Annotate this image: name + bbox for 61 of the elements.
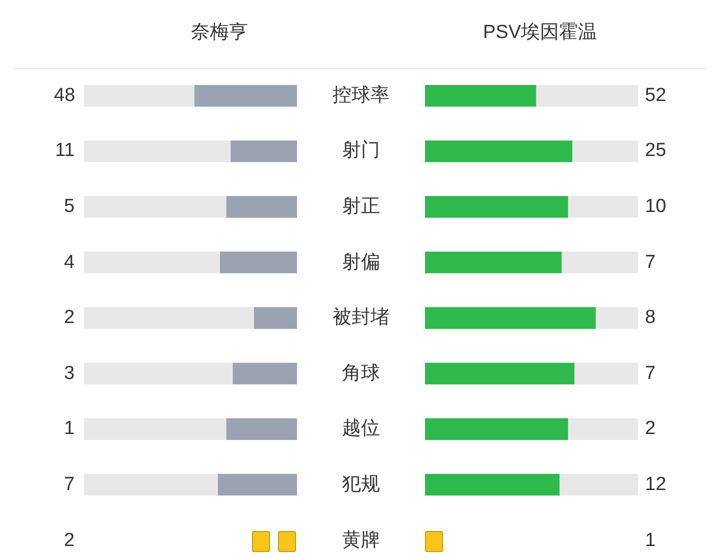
bar [567,418,638,440]
y-tick-label: 被封堵 [332,306,390,330]
bar [425,196,568,218]
bar [595,307,638,329]
text: 7 [64,473,75,497]
y-tick-label: 射偏 [342,250,380,275]
y-tick-label: 射门 [342,139,380,164]
bar [425,84,536,107]
bar [194,84,297,107]
y-tick-label: 控球率 [332,84,390,108]
bar [84,474,219,496]
text: 7 [645,362,656,386]
bar [84,362,234,384]
bar [230,140,297,162]
text: 3 [64,362,75,386]
text: 2 [645,417,656,442]
bar [425,307,596,329]
text: 1 [64,417,75,442]
text: 2 [64,306,75,330]
text: 8 [645,306,656,330]
bar [558,474,638,496]
bar [84,140,232,162]
text: 奈梅亨 [191,21,248,45]
text: 2 [64,528,75,553]
text: 7 [645,250,656,275]
text: 12 [645,473,666,497]
bar [254,307,297,329]
bar [425,140,572,162]
y-tick-label: 越位 [342,417,380,442]
bar [572,140,638,162]
bar [84,252,221,274]
bar [220,252,297,274]
bar [535,84,638,107]
y-tick-label: 角球 [342,362,380,386]
bar [425,362,574,384]
text: 5 [64,195,75,219]
text: 4 [64,250,75,275]
bar [232,362,297,384]
bar [84,418,228,440]
bar [84,196,228,218]
bar [567,196,638,218]
text: PSV埃因霍温 [483,21,598,45]
bar [425,252,562,274]
bar [84,84,196,107]
text: 48 [54,84,76,108]
bar [425,418,568,440]
text: 10 [645,195,666,219]
text: 1 [645,528,656,553]
bar [560,252,638,274]
bar [84,307,255,329]
bar [226,196,297,218]
y-tick-label: 射正 [342,195,380,219]
bar [226,418,297,440]
bar [425,474,560,496]
text: 11 [55,139,75,164]
y-tick-label: 黄牌 [342,528,380,553]
text: 25 [645,139,666,164]
text: 52 [645,84,666,108]
bar [218,474,297,496]
bar [574,362,638,384]
y-tick-label: 犯规 [342,473,380,497]
